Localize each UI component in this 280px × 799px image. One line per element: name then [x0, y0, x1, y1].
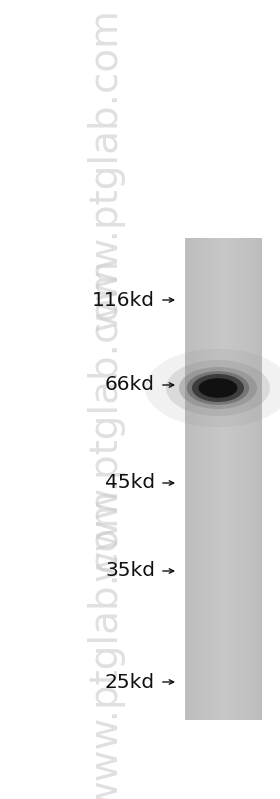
- Ellipse shape: [166, 360, 270, 416]
- Bar: [227, 238, 229, 720]
- Bar: [250, 238, 252, 720]
- Bar: [258, 238, 260, 720]
- Ellipse shape: [199, 378, 237, 398]
- Bar: [233, 238, 235, 720]
- Bar: [225, 238, 227, 720]
- Text: 35kd: 35kd: [105, 562, 155, 581]
- Bar: [245, 238, 247, 720]
- Bar: [249, 238, 250, 720]
- Bar: [185, 238, 262, 720]
- Bar: [200, 238, 202, 720]
- Bar: [212, 238, 214, 720]
- Bar: [256, 238, 258, 720]
- Bar: [189, 238, 191, 720]
- Bar: [197, 238, 199, 720]
- Bar: [191, 238, 193, 720]
- Ellipse shape: [187, 372, 249, 405]
- Bar: [185, 238, 187, 720]
- Bar: [202, 238, 204, 720]
- Bar: [235, 238, 237, 720]
- Bar: [229, 238, 231, 720]
- Bar: [199, 238, 200, 720]
- Bar: [237, 238, 239, 720]
- Bar: [206, 238, 208, 720]
- Bar: [221, 238, 223, 720]
- Text: www.ptglab.com: www.ptglab.com: [86, 9, 124, 332]
- Bar: [204, 238, 206, 720]
- Text: 45kd: 45kd: [105, 474, 155, 492]
- Bar: [247, 238, 249, 720]
- Ellipse shape: [179, 367, 257, 409]
- Text: 25kd: 25kd: [105, 673, 155, 691]
- Text: 116kd: 116kd: [92, 291, 155, 309]
- Text: www.ptglab.com: www.ptglab.com: [86, 488, 124, 799]
- Bar: [243, 238, 245, 720]
- Text: www.ptglab.com: www.ptglab.com: [86, 259, 124, 582]
- Bar: [223, 238, 225, 720]
- Bar: [231, 238, 233, 720]
- Bar: [187, 238, 189, 720]
- Bar: [214, 238, 216, 720]
- Bar: [218, 238, 220, 720]
- Bar: [241, 238, 243, 720]
- Bar: [210, 238, 212, 720]
- Bar: [208, 238, 210, 720]
- Text: 66kd: 66kd: [105, 376, 155, 395]
- Bar: [254, 238, 256, 720]
- Bar: [193, 238, 195, 720]
- Bar: [260, 238, 262, 720]
- Bar: [252, 238, 254, 720]
- Bar: [220, 238, 221, 720]
- Bar: [195, 238, 197, 720]
- Bar: [216, 238, 218, 720]
- Ellipse shape: [145, 349, 280, 427]
- Bar: [239, 238, 241, 720]
- Ellipse shape: [192, 374, 244, 402]
